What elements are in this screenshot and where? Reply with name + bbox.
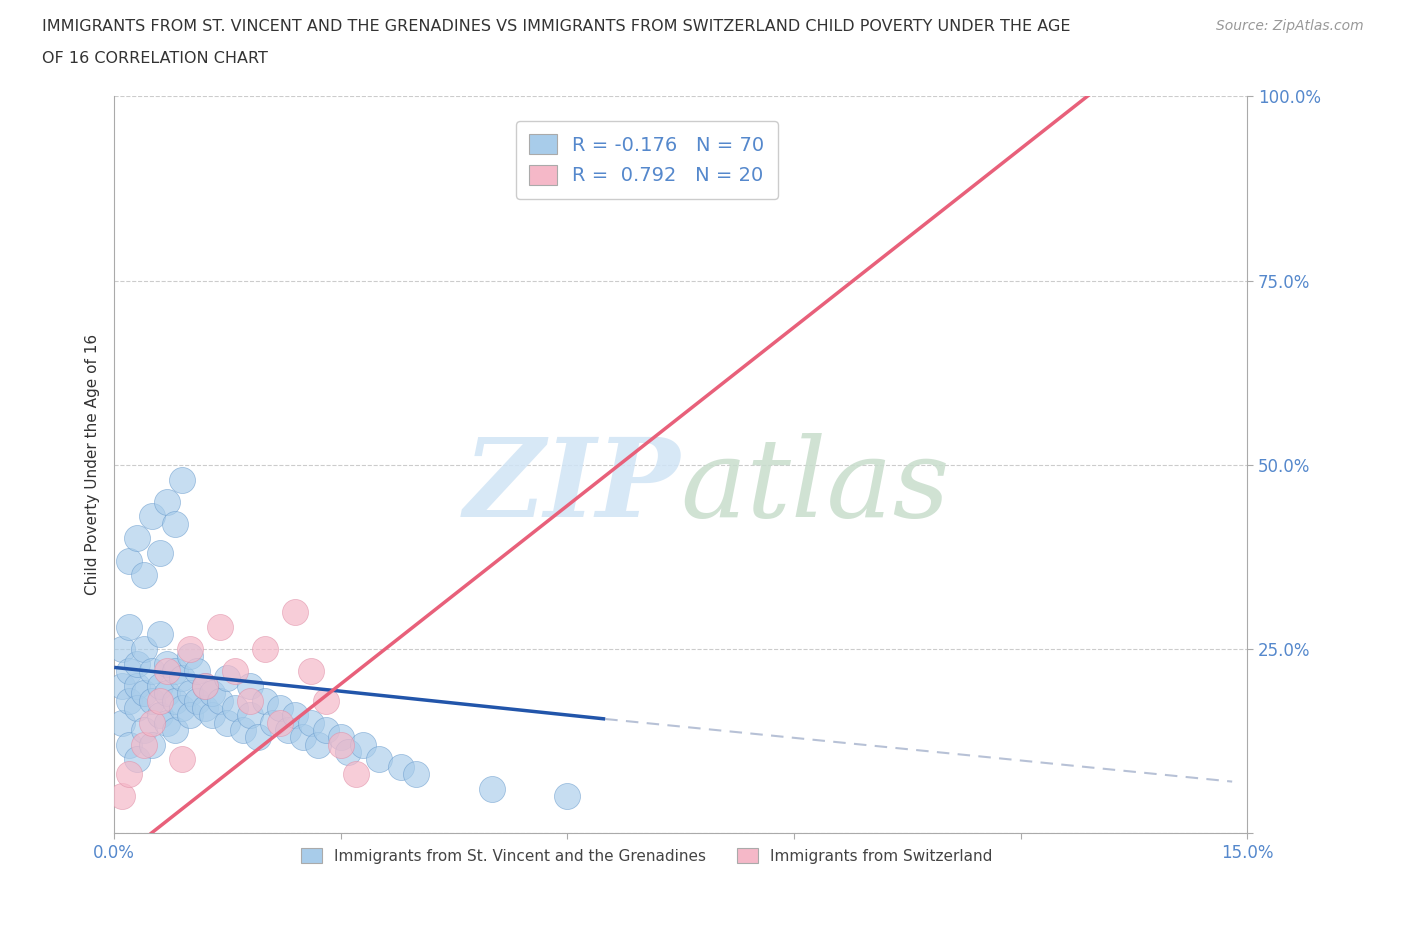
Point [179, 649, 201, 664]
Point [246, 730, 269, 745]
Text: ZIP: ZIP [464, 433, 681, 540]
Point [118, 693, 141, 708]
Point [125, 531, 148, 546]
Point [148, 693, 170, 708]
Point [232, 723, 254, 737]
Point [141, 715, 163, 730]
Point [141, 664, 163, 679]
Point [156, 664, 179, 679]
Point [141, 737, 163, 752]
Point [208, 693, 231, 708]
Point [389, 760, 412, 775]
Point [148, 627, 170, 642]
Point [156, 685, 179, 700]
Point [156, 715, 179, 730]
Point [353, 737, 375, 752]
Point [262, 715, 284, 730]
Point [239, 678, 262, 693]
Point [148, 546, 170, 561]
Point [299, 715, 322, 730]
Text: Source: ZipAtlas.com: Source: ZipAtlas.com [1216, 19, 1364, 33]
Point [179, 642, 201, 657]
Point [163, 664, 186, 679]
Point [141, 509, 163, 524]
Point [269, 715, 291, 730]
Point [134, 568, 156, 583]
Point [315, 723, 337, 737]
Point [315, 693, 337, 708]
Point [125, 678, 148, 693]
Point [254, 642, 277, 657]
Point [148, 678, 170, 693]
Point [134, 737, 156, 752]
Point [125, 657, 148, 671]
Point [134, 685, 156, 700]
Point [367, 752, 389, 767]
Point [269, 700, 291, 715]
Point [179, 708, 201, 723]
Point [745, 148, 768, 163]
Point [111, 715, 134, 730]
Point [254, 693, 277, 708]
Point [307, 737, 329, 752]
Point [111, 642, 134, 657]
Point [163, 516, 186, 531]
Point [118, 737, 141, 752]
Point [118, 619, 141, 634]
Point [224, 664, 246, 679]
Point [156, 657, 179, 671]
Point [172, 752, 194, 767]
Text: atlas: atlas [681, 433, 950, 540]
Point [163, 693, 186, 708]
Point [141, 693, 163, 708]
Point [284, 708, 307, 723]
Point [201, 708, 224, 723]
Point [239, 693, 262, 708]
Point [329, 730, 352, 745]
Point [172, 472, 194, 487]
Point [217, 671, 239, 686]
Text: OF 16 CORRELATION CHART: OF 16 CORRELATION CHART [42, 51, 269, 66]
Point [299, 664, 322, 679]
Point [148, 708, 170, 723]
Text: IMMIGRANTS FROM ST. VINCENT AND THE GRENADINES VS IMMIGRANTS FROM SWITZERLAND CH: IMMIGRANTS FROM ST. VINCENT AND THE GREN… [42, 19, 1071, 33]
Point [557, 789, 579, 804]
Point [284, 604, 307, 619]
Point [118, 767, 141, 782]
Point [201, 685, 224, 700]
Point [194, 700, 217, 715]
Y-axis label: Child Poverty Under the Age of 16: Child Poverty Under the Age of 16 [86, 334, 100, 595]
Point [163, 723, 186, 737]
Point [224, 700, 246, 715]
Point [134, 642, 156, 657]
Point [156, 494, 179, 509]
Point [172, 671, 194, 686]
Point [337, 745, 360, 760]
Point [277, 723, 299, 737]
Legend: Immigrants from St. Vincent and the Grenadines, Immigrants from Switzerland: Immigrants from St. Vincent and the Gren… [294, 842, 998, 870]
Point [172, 700, 194, 715]
Point [239, 708, 262, 723]
Point [208, 619, 231, 634]
Point [217, 715, 239, 730]
Point [111, 678, 134, 693]
Point [186, 664, 208, 679]
Point [179, 685, 201, 700]
Point [194, 678, 217, 693]
Point [125, 752, 148, 767]
Point [329, 737, 352, 752]
Point [481, 781, 503, 796]
Point [125, 700, 148, 715]
Point [186, 693, 208, 708]
Point [344, 767, 367, 782]
Point [111, 789, 134, 804]
Point [118, 664, 141, 679]
Point [292, 730, 315, 745]
Point [118, 553, 141, 568]
Point [405, 767, 427, 782]
Point [194, 678, 217, 693]
Point [134, 723, 156, 737]
